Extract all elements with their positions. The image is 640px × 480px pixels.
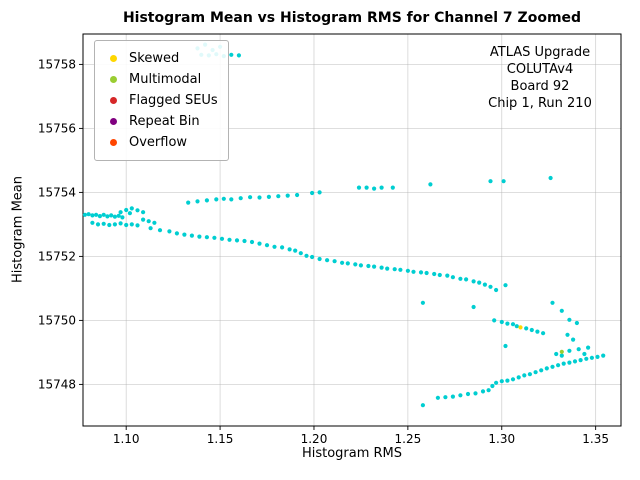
y-axis-label: Histogram Mean (10, 176, 26, 283)
annotation-line-board: Board 92 (510, 79, 570, 94)
svg-text:15754: 15754 (38, 185, 76, 199)
multimodal-marker-icon (110, 76, 117, 83)
svg-text:1.10: 1.10 (113, 432, 140, 446)
run-info-annotation: ATLAS Upgrade COLUTAv4 Board 92 Chip 1, … (462, 44, 618, 112)
legend-label: Repeat Bin (129, 114, 200, 129)
overflow-marker-icon (110, 139, 117, 146)
legend-item-overflow: Overflow (104, 132, 218, 153)
svg-text:1.30: 1.30 (488, 432, 515, 446)
x-axis-label: Histogram RMS (301, 446, 403, 461)
svg-text:1.20: 1.20 (301, 432, 328, 446)
svg-text:15750: 15750 (38, 313, 76, 327)
chart-title: Histogram Mean vs Histogram RMS for Chan… (122, 10, 582, 26)
legend-item-repeat-bin: Repeat Bin (104, 111, 218, 132)
legend-label: Skewed (129, 51, 180, 66)
legend-label: Multimodal (129, 72, 202, 87)
legend-label: Overflow (129, 135, 188, 150)
svg-text:15748: 15748 (38, 377, 76, 391)
flagged-seus-marker-icon (110, 97, 117, 104)
svg-text:1.35: 1.35 (582, 432, 609, 446)
annotation-line-chip-name: COLUTAv4 (506, 62, 574, 77)
legend-item-flagged-seus: Flagged SEUs (104, 90, 218, 111)
svg-text:15756: 15756 (38, 121, 76, 135)
annotation-line-chip-run: Chip 1, Run 210 (488, 96, 592, 111)
annotation-line-experiment: ATLAS Upgrade (489, 45, 591, 60)
legend-item-multimodal: Multimodal (104, 69, 218, 90)
legend: Skewed Multimodal Flagged SEUs Repeat Bi… (94, 40, 229, 161)
legend-item-skewed: Skewed (104, 48, 218, 69)
svg-text:15758: 15758 (38, 57, 76, 71)
legend-label: Flagged SEUs (129, 93, 218, 108)
skewed-marker-icon (110, 55, 117, 62)
svg-text:1.25: 1.25 (395, 432, 422, 446)
repeat-bin-marker-icon (110, 118, 117, 125)
svg-text:15752: 15752 (38, 249, 76, 263)
svg-text:1.15: 1.15 (207, 432, 234, 446)
